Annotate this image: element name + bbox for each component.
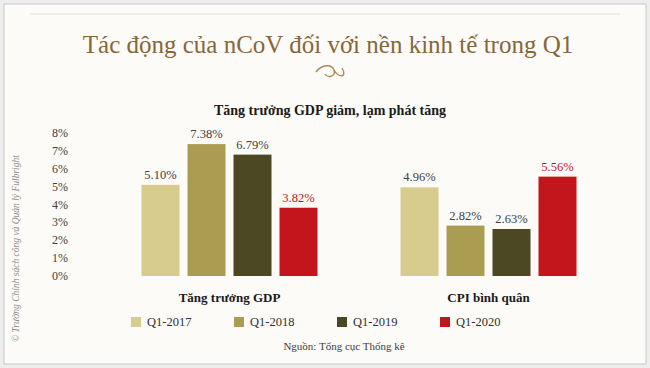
legend: Q1-2017 Q1-2018 Q1-2019 Q1-2020 [131, 315, 500, 329]
outer-background [0, 0, 650, 368]
source-note: Nguồn: Tổng cục Thống kê [283, 340, 404, 352]
data-label: 7.38% [190, 127, 222, 141]
slide-background [4, 4, 646, 364]
bar [188, 144, 226, 276]
chart-svg: Tác động của nCoV đối với nền kinh tế tr… [0, 0, 650, 368]
chart-container: Tác động của nCoV đối với nền kinh tế tr… [0, 0, 650, 368]
data-label: 3.82% [282, 191, 314, 205]
data-label: 6.79% [236, 138, 268, 152]
credit-text: © Trường Chính sách công và Quản lý Fulb… [11, 155, 21, 342]
legend-label: Q1-2019 [353, 315, 397, 329]
y-tick-label: 4% [52, 198, 68, 212]
legend-swatch [440, 317, 450, 327]
legend-label: Q1-2017 [147, 315, 191, 329]
legend-swatch [131, 317, 141, 327]
bar [234, 155, 272, 276]
data-label: 2.63% [495, 212, 527, 226]
slide-decor-line [30, 14, 620, 15]
data-label: 5.10% [144, 168, 176, 182]
legend-swatch [337, 317, 347, 327]
bars [142, 144, 577, 276]
y-tick-label: 6% [52, 162, 68, 176]
x-axis: Tăng trưởng GDP CPI bình quân [179, 290, 531, 305]
data-label: 2.82% [449, 209, 481, 223]
bar [539, 177, 577, 276]
category-label: CPI bình quân [447, 290, 530, 305]
y-tick-label: 5% [52, 180, 68, 194]
bar [142, 185, 180, 276]
data-label: 4.96% [403, 170, 435, 184]
legend-swatch [234, 317, 244, 327]
ornament-swirl [316, 66, 344, 77]
data-labels: 5.10% 4.96% 7.38% 2.82% 6.79% 2.63% 3.82% 5.56% [144, 127, 573, 226]
y-tick-label: 7% [52, 144, 68, 158]
y-tick-label: 0% [52, 269, 68, 283]
bar [493, 229, 531, 276]
slide-title: Tác động của nCoV đối với nền kinh tế tr… [83, 31, 573, 58]
bar [447, 226, 485, 276]
y-tick-label: 8% [52, 126, 68, 140]
bar [280, 208, 318, 276]
y-tick-label: 1% [52, 251, 68, 265]
legend-label: Q1-2020 [456, 315, 500, 329]
category-label: Tăng trưởng GDP [179, 290, 281, 305]
legend-label: Q1-2018 [250, 315, 294, 329]
bar [401, 187, 439, 276]
y-axis: 0% 1% 2% 3% 4% 5% 6% 7% 8% [52, 126, 96, 283]
chart-title: Tăng trưởng GDP giảm, lạm phát tăng [214, 103, 446, 118]
title-ornament [316, 66, 344, 77]
y-tick-label: 2% [52, 233, 68, 247]
y-tick-label: 3% [52, 215, 68, 229]
data-label: 5.56% [541, 160, 573, 174]
